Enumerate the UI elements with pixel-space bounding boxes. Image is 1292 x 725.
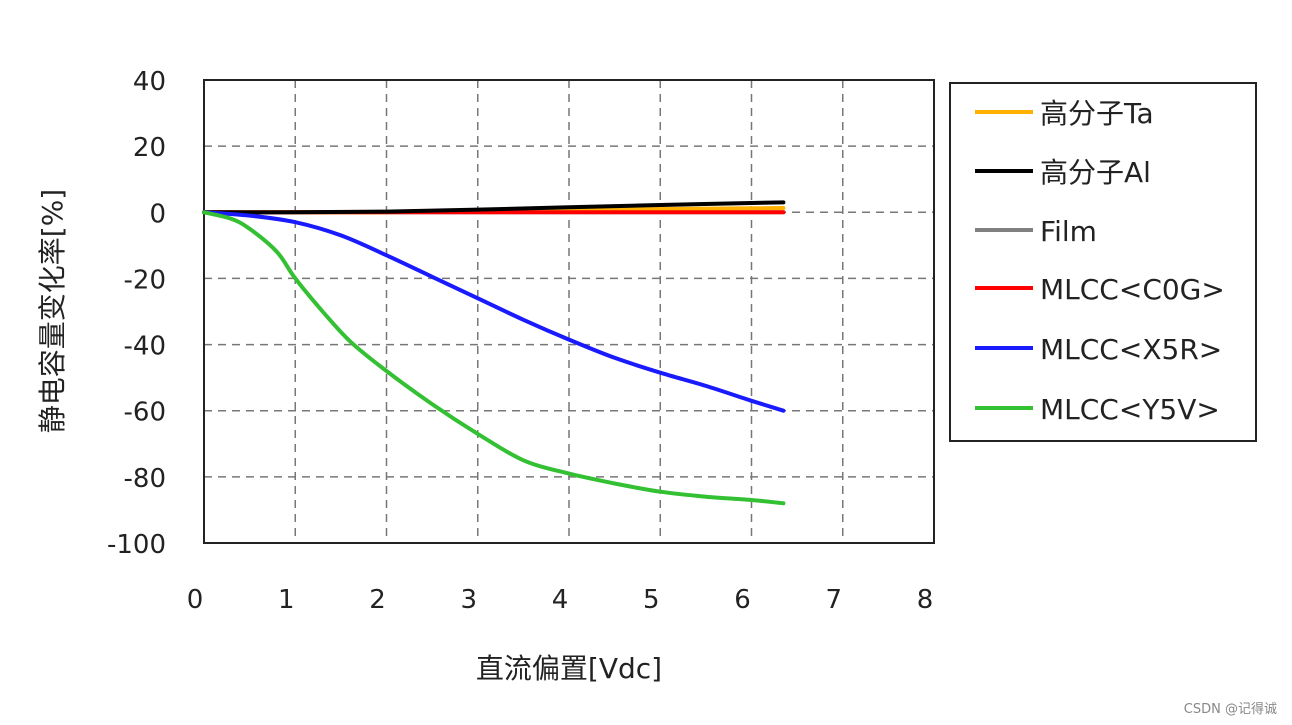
legend-frame [949, 82, 1257, 442]
x-tick-label: 8 [917, 585, 934, 615]
legend-items: 高分子Ta 高分子Al Film MLCC<C0G> MLCC<X5R> MLCC<Y5V… [975, 97, 1225, 426]
y-tick-label: 20 [133, 133, 166, 163]
y-tick-label: 0 [149, 199, 166, 229]
series-line-1 [202, 200, 786, 215]
x-tick-labels: 0 1 2 3 4 5 6 7 8 [187, 585, 934, 615]
legend-label-4: MLCC<X5R> [1040, 333, 1222, 366]
legend: 高分子Ta 高分子Al Film MLCC<C0G> MLCC<X5R> MLCC<Y5V… [949, 82, 1257, 442]
legend-label-3: MLCC<C0G> [1040, 273, 1225, 306]
x-tick-label: 2 [369, 585, 386, 615]
watermark: CSDN @记得诚 [1184, 701, 1277, 717]
legend-label-5: MLCC<Y5V> [1040, 393, 1220, 426]
x-tick-label: 4 [552, 585, 569, 615]
y-tick-label: -100 [107, 530, 166, 560]
series-lines [202, 200, 786, 506]
series-line-4 [202, 210, 786, 413]
y-axis-title: 静电容量变化率[%] [36, 189, 69, 433]
x-tick-label: 7 [825, 585, 842, 615]
series-line-5 [202, 210, 786, 506]
legend-label-2: Film [1040, 215, 1097, 248]
y-tick-labels: 40 20 0 -20 -40 -60 -80 -100 [107, 67, 166, 560]
legend-label-0: 高分子Ta [1040, 97, 1154, 130]
x-tick-label: 6 [734, 585, 751, 615]
y-tick-label: -60 [124, 398, 166, 428]
x-tick-label: 0 [187, 585, 204, 615]
plot-area-frame [203, 79, 935, 544]
y-tick-label: -80 [124, 464, 166, 494]
y-tick-label: 40 [133, 67, 166, 97]
x-tick-label: 5 [643, 585, 660, 615]
legend-label-1: 高分子Al [1040, 156, 1151, 189]
grid [204, 80, 934, 543]
x-tick-label: 3 [460, 585, 477, 615]
y-tick-label: -20 [124, 265, 166, 295]
x-axis-title: 直流偏置[Vdc] [476, 652, 662, 685]
y-tick-label: -40 [124, 332, 166, 362]
x-tick-label: 1 [278, 585, 295, 615]
